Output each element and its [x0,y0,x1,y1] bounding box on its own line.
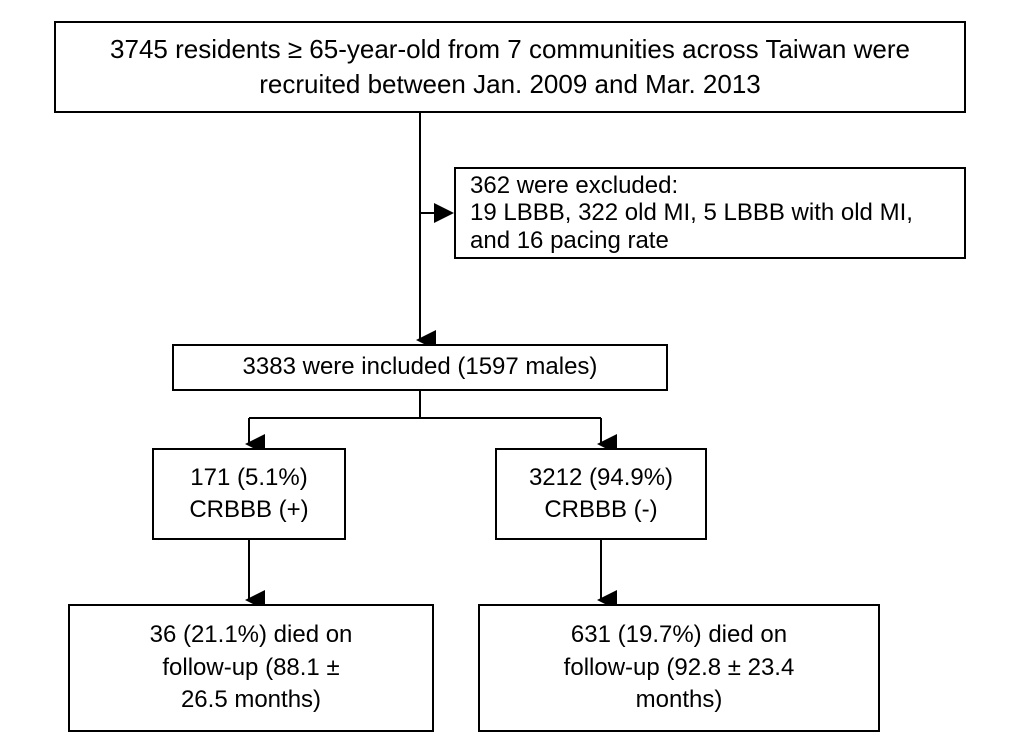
node-text: follow-up (92.8 ± 23.4 [564,652,795,684]
node-text: 631 (19.7%) died on [571,619,787,651]
node-text: 3383 were included (1597 males) [243,351,598,383]
node-text: and 16 pacing rate [470,227,669,255]
node-text: 19 LBBB, 322 old MI, 5 LBBB with old MI, [470,199,913,227]
node-text: CRBBB (+) [189,494,308,526]
node-included: 3383 were included (1597 males) [172,344,668,391]
node-text: 3745 residents ≥ 65-year-old from 7 comm… [110,32,910,67]
node-crbbb-positive: 171 (5.1%) CRBBB (+) [152,448,346,540]
node-recruit: 3745 residents ≥ 65-year-old from 7 comm… [54,21,966,113]
node-text: CRBBB (-) [544,494,657,526]
node-text: 36 (21.1%) died on [150,619,353,651]
node-excluded: 362 were excluded: 19 LBBB, 322 old MI, … [454,167,966,259]
node-text: months) [636,684,723,716]
node-died-negative: 631 (19.7%) died on follow-up (92.8 ± 23… [478,604,880,732]
node-text: recruited between Jan. 2009 and Mar. 201… [259,67,761,102]
node-died-positive: 36 (21.1%) died on follow-up (88.1 ± 26.… [68,604,434,732]
node-crbbb-negative: 3212 (94.9%) CRBBB (-) [495,448,707,540]
node-text: 26.5 months) [181,684,321,716]
flowchart-canvas: 3745 residents ≥ 65-year-old from 7 comm… [0,0,1020,754]
node-text: 171 (5.1%) [190,462,307,494]
node-text: 3212 (94.9%) [529,462,673,494]
node-text: 362 were excluded: [470,172,678,200]
node-text: follow-up (88.1 ± [162,652,339,684]
